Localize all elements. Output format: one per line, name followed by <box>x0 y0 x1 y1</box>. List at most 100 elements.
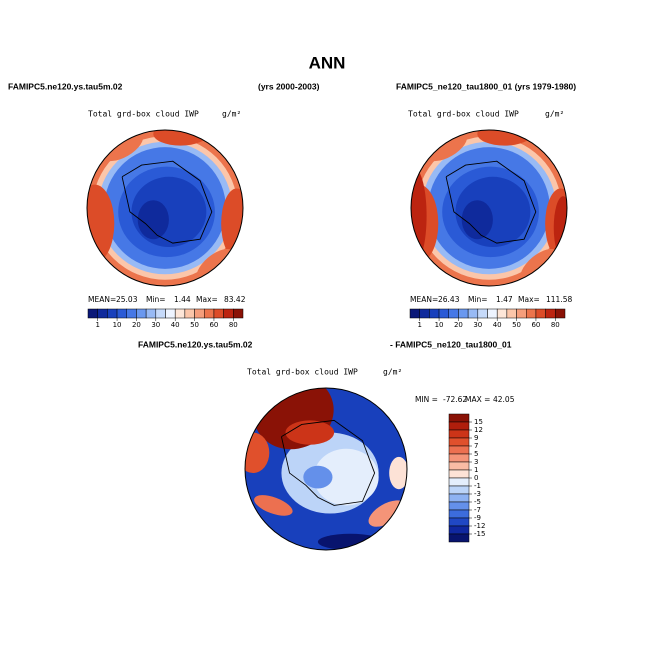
years: (yrs 2000-2003) <box>258 81 320 91</box>
coastline <box>121 160 213 244</box>
colorbar-label: 60 <box>531 321 540 329</box>
stat-value: 83.42 <box>224 295 246 304</box>
map-field <box>317 533 383 550</box>
map <box>411 130 567 286</box>
colorbar-label: 20 <box>454 321 463 329</box>
map-field <box>313 448 379 506</box>
colorbar-box <box>555 308 566 319</box>
colorbar-box <box>448 421 470 431</box>
map-field <box>303 465 333 489</box>
colorbar-box <box>429 308 440 319</box>
case-name: - FAMIPC5_ne120_tau1800_01 <box>390 339 512 349</box>
colorbar-box <box>126 308 137 319</box>
colorbar-label: 40 <box>493 321 502 329</box>
colorbar-box <box>448 509 470 519</box>
colorbar-label: -7 <box>474 506 481 514</box>
colorbar-box <box>87 308 98 319</box>
map-field <box>254 495 293 516</box>
colorbar-box <box>438 308 449 319</box>
colorbar-box <box>448 477 470 487</box>
colorbar-box <box>233 308 244 319</box>
colorbar-box <box>448 525 470 535</box>
stat-value: 26.43 <box>438 295 460 304</box>
colorbar-label: 20 <box>132 321 141 329</box>
map-border <box>86 129 244 287</box>
colorbar-box <box>448 437 470 447</box>
colorbar-box <box>448 461 470 471</box>
map-field <box>425 130 468 162</box>
map-field <box>137 200 169 240</box>
map-field <box>368 500 405 527</box>
colorbar-label: 1 <box>95 321 99 329</box>
colorbar-box <box>97 308 108 319</box>
colorbar-label: -15 <box>474 530 485 538</box>
map-field <box>221 188 243 259</box>
colorbar-box <box>458 308 469 319</box>
map-field <box>285 420 335 445</box>
colorbar-label: 50 <box>512 321 521 329</box>
stat-value: 42.05 <box>493 395 515 404</box>
colorbar-label: 30 <box>151 321 160 329</box>
colorbar-label: 50 <box>190 321 199 329</box>
title: ANN <box>309 53 346 72</box>
stat-label: Max= <box>196 295 218 304</box>
colorbar-box <box>448 469 470 479</box>
map-border <box>410 129 568 287</box>
colorbar-label: 40 <box>171 321 180 329</box>
colorbar-box <box>409 308 420 319</box>
map-field <box>553 196 567 259</box>
colorbar-label: 1 <box>417 321 421 329</box>
units: g/m² <box>545 110 564 119</box>
colorbar-label: -9 <box>474 514 481 522</box>
colorbar-box <box>448 308 459 319</box>
colorbar-label: -1 <box>474 482 481 490</box>
stat-value: 1.47 <box>496 295 513 304</box>
colorbar-box <box>419 308 430 319</box>
colorbar-box <box>467 308 479 319</box>
colorbar-label: 12 <box>474 426 483 434</box>
colorbar-label: 3 <box>474 458 478 466</box>
stat-value: 1.44 <box>174 295 191 304</box>
colorbar-box <box>223 308 234 319</box>
case-name: FAMIPC5.ne120.ys.tau5m.02 <box>8 81 123 91</box>
colorbar-label: 7 <box>474 442 478 450</box>
coastline <box>281 419 376 506</box>
units: g/m² <box>383 368 402 377</box>
colorbar-label: 80 <box>229 321 238 329</box>
colorbar-label: 15 <box>474 418 483 426</box>
colorbar-box <box>506 308 517 319</box>
colorbar-box <box>448 517 470 527</box>
map-field <box>153 130 208 146</box>
colorbar-box <box>165 308 176 319</box>
stat-label: MAX = <box>465 395 490 404</box>
subtitle: Total grd-box cloud IWP <box>247 368 358 377</box>
map-field <box>87 184 115 263</box>
colorbar-box <box>535 308 546 319</box>
colorbar-label: 5 <box>474 450 478 458</box>
colorbar-label: 10 <box>435 321 444 329</box>
stat-value: 25.03 <box>116 295 138 304</box>
colorbar-label: 30 <box>473 321 482 329</box>
colorbar-box <box>448 453 470 463</box>
colorbar-box <box>448 501 470 511</box>
map-border <box>244 387 408 551</box>
map-field <box>477 130 532 146</box>
colorbar-box <box>448 485 470 495</box>
map-field <box>389 456 407 490</box>
colorbar-box <box>174 308 186 319</box>
subtitle: Total grd-box cloud IWP <box>88 110 199 119</box>
stat-label: MEAN= <box>410 295 438 304</box>
colorbar-label: 10 <box>113 321 122 329</box>
stat-label: Min= <box>146 295 166 304</box>
colorbar-box <box>194 308 205 319</box>
colorbar-box <box>145 308 157 319</box>
stat-value: -72.62 <box>443 395 467 404</box>
colorbar-box <box>116 308 127 319</box>
colorbar-box <box>155 308 166 319</box>
case-name: FAMIPC5_ne120_tau1800_01 (yrs 1979-1980) <box>396 81 576 91</box>
colorbar-box <box>545 308 556 319</box>
maps <box>86 129 568 551</box>
map-field <box>411 169 427 263</box>
stat-value: 111.58 <box>546 295 572 304</box>
